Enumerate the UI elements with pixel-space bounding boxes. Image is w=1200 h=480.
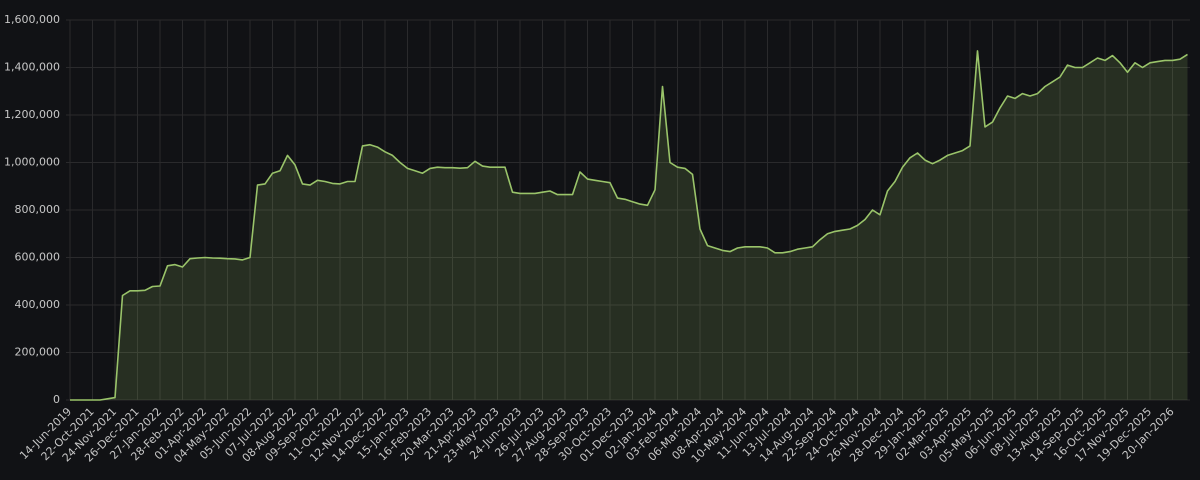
area-fill [70,50,1188,401]
y-tick-label: 0 [53,393,60,406]
y-tick-label: 800,000 [15,203,61,216]
y-tick-label: 1,400,000 [4,61,60,74]
y-tick-label: 200,000 [15,346,61,359]
y-tick-label: 1,600,000 [4,13,60,26]
y-tick-label: 1,200,000 [4,108,60,121]
line [70,50,1188,401]
y-tick-label: 600,000 [15,251,61,264]
y-tick-label: 400,000 [15,298,61,311]
y-tick-label: 1,000,000 [4,156,60,169]
